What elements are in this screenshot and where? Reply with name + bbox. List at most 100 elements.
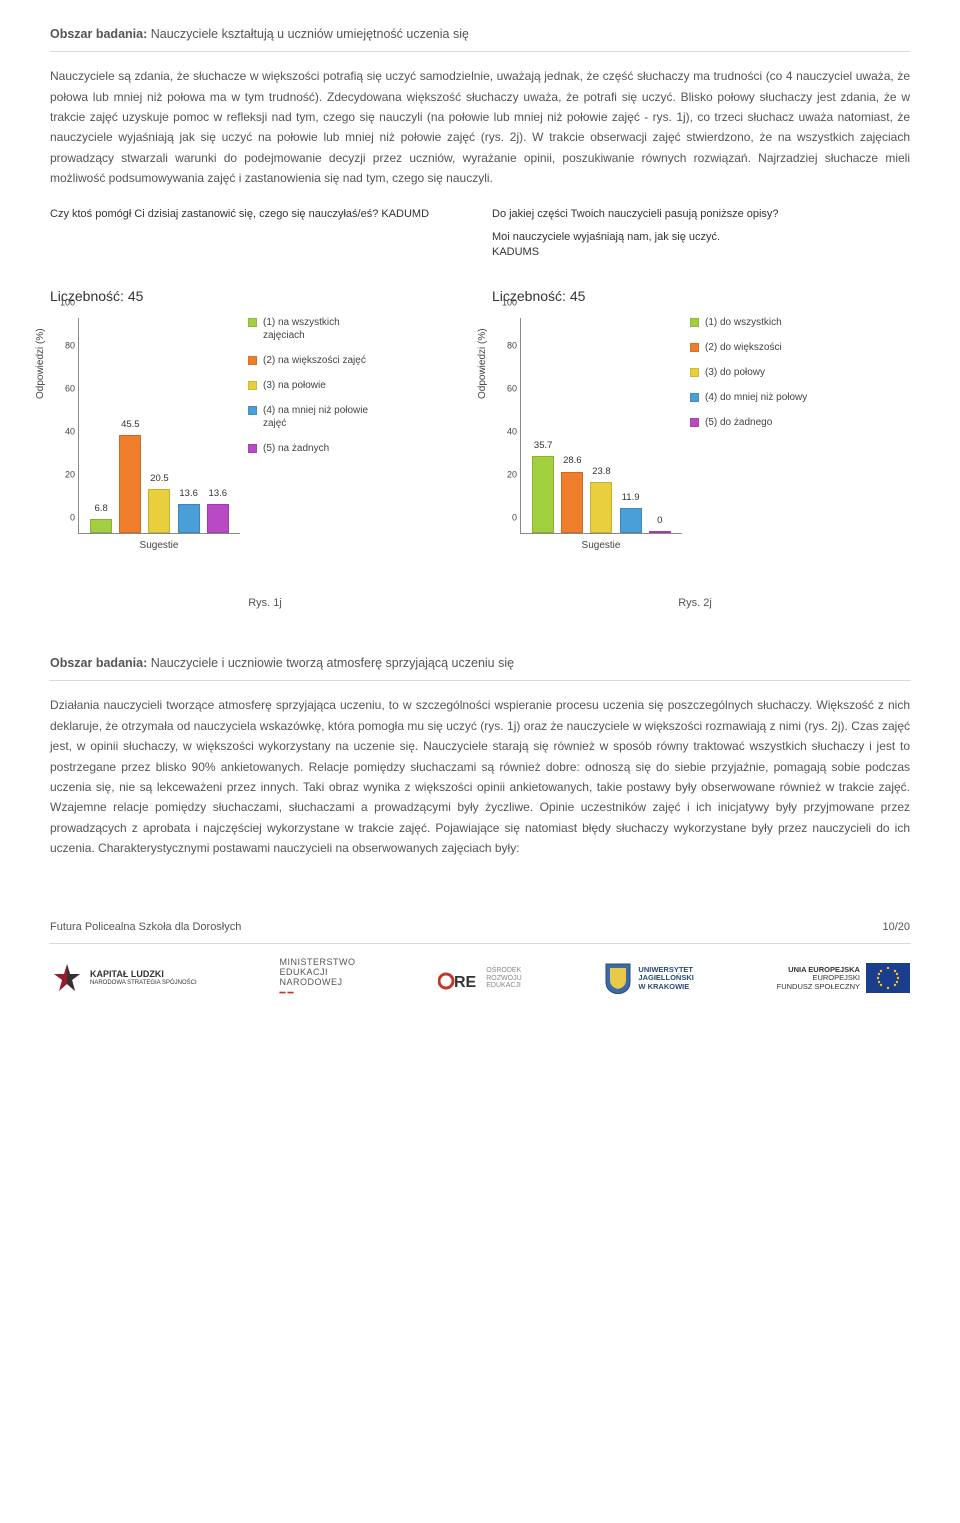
chart2-caption: Rys. 2j	[480, 594, 910, 613]
bar-value-label: 13.6	[179, 486, 198, 502]
bar: 35.7	[532, 438, 554, 533]
chart1-xlabel: Sugestie	[78, 537, 240, 554]
divider	[50, 680, 910, 681]
logo-uj: UNIWERSYTET JAGIELLOŃSKI W KRAKOWIE	[604, 962, 693, 994]
logo-strip: KAPITAŁ LUDZKI NARODOWA STRATEGIA SPÓJNO…	[50, 943, 910, 1019]
bar-rect	[561, 472, 583, 534]
svg-text:RE: RE	[454, 974, 477, 991]
legend-item: (1) na wszystkich zajęciach	[248, 316, 383, 342]
bar-value-label: 20.5	[150, 471, 169, 487]
logo4-line3: W KRAKOWIE	[638, 983, 693, 991]
legend-item: (3) do połowy	[690, 366, 807, 379]
chart1-count: Liczebność: 45	[50, 285, 468, 309]
legend-text: (5) do żadnego	[705, 416, 772, 429]
legend-swatch	[248, 318, 257, 327]
chart2-count: Liczebność: 45	[492, 285, 910, 309]
section1-text: Nauczyciele kształtują u uczniów umiejęt…	[151, 27, 469, 41]
y-tick: 20	[53, 467, 75, 482]
logo2-line3: NARODOWEJ	[279, 978, 355, 988]
legend-text: (4) na mniej niż połowie zajęć	[263, 404, 383, 430]
legend-swatch	[248, 406, 257, 415]
y-tick: 60	[495, 381, 517, 396]
bar-rect	[148, 489, 170, 533]
legend-swatch	[690, 343, 699, 352]
star-icon	[50, 961, 84, 995]
bar-rect	[620, 508, 642, 534]
legend-item: (2) na większości zajęć	[248, 354, 383, 367]
legend-swatch	[690, 318, 699, 327]
legend-item: (5) do żadnego	[690, 416, 807, 429]
chart2-ylabel: Odpowiedzi (%)	[474, 329, 491, 400]
captions-row: Rys. 1j Rys. 2j	[50, 594, 910, 613]
bar-value-label: 11.9	[622, 490, 640, 506]
bar-rect	[207, 504, 229, 533]
divider	[50, 51, 910, 52]
legend-text: (1) na wszystkich zajęciach	[263, 316, 383, 342]
chart2-legend: (1) do wszystkich (2) do większości (3) do…	[690, 316, 807, 441]
bar-value-label: 0	[657, 513, 662, 529]
bar-rect	[178, 504, 200, 533]
bar: 28.6	[561, 453, 583, 533]
bar-rect	[649, 531, 671, 533]
footer-left: Futura Policealna Szkoła dla Dorosłych	[50, 918, 241, 937]
eu-flag-icon	[866, 963, 910, 993]
chart2-q3: KADUMS	[492, 245, 910, 260]
legend-swatch	[248, 356, 257, 365]
y-tick: 0	[495, 510, 517, 525]
ore-icon: RE	[438, 963, 480, 993]
legend-item: (3) na połowie	[248, 379, 383, 392]
legend-swatch	[248, 381, 257, 390]
y-tick: 40	[495, 424, 517, 439]
legend-text: (5) na żadnych	[263, 442, 329, 455]
bar: 45.5	[119, 417, 141, 533]
y-tick: 80	[53, 338, 75, 353]
chart1-ylabel: Odpowiedzi (%)	[32, 329, 49, 400]
logo-kapital-ludzki: KAPITAŁ LUDZKI NARODOWA STRATEGIA SPÓJNO…	[50, 961, 197, 995]
legend-text: (4) do mniej niż połowy	[705, 391, 807, 404]
chart1-legend: (1) na wszystkich zajęciach (2) na większ…	[248, 316, 383, 467]
bar: 13.6	[207, 486, 229, 534]
bar-rect	[532, 456, 554, 533]
legend-item: (1) do wszystkich	[690, 316, 807, 329]
legend-swatch	[690, 393, 699, 402]
bar-value-label: 28.6	[563, 453, 582, 469]
chart2-q1: Do jakiej części Twoich nauczycieli pasu…	[492, 207, 910, 222]
y-tick: 40	[53, 424, 75, 439]
legend-swatch	[690, 418, 699, 427]
y-tick: 60	[53, 381, 75, 396]
bar-rect	[590, 482, 612, 533]
chart2-q2: Moi nauczyciele wyjaśniają nam, jak się …	[492, 230, 910, 245]
logo1-line2: NARODOWA STRATEGIA SPÓJNOŚCI	[90, 980, 197, 987]
legend-swatch	[690, 368, 699, 377]
page-footer: Futura Policealna Szkoła dla Dorosłych 1…	[50, 918, 910, 943]
legend-item: (2) do większości	[690, 341, 807, 354]
legend-text: (2) do większości	[705, 341, 782, 354]
shield-icon	[604, 962, 632, 994]
legend-item: (4) do mniej niż połowy	[690, 391, 807, 404]
chart2: Do jakiej części Twoich nauczycieli pasu…	[492, 207, 910, 565]
y-tick: 100	[53, 295, 75, 310]
y-tick: 20	[495, 467, 517, 482]
section1-body: Nauczyciele są zdania, że słuchacze w wi…	[50, 66, 910, 188]
chart1-plot: Odpowiedzi (%) 6.845.520.513.613.6 02040…	[50, 314, 240, 564]
bar-value-label: 35.7	[534, 438, 553, 454]
section2-title: Obszar badania: Nauczyciele i uczniowie …	[50, 653, 910, 674]
bar: 6.8	[90, 501, 112, 534]
chart1: Czy ktoś pomógł Ci dzisiaj zastanowić si…	[50, 207, 468, 565]
section2-body: Działania nauczycieli tworzące atmosferę…	[50, 695, 910, 858]
section1-prefix: Obszar badania:	[50, 27, 147, 41]
bar: 13.6	[178, 486, 200, 534]
bar-value-label: 6.8	[95, 501, 108, 517]
legend-item: (5) na żadnych	[248, 442, 383, 455]
chart2-question: Do jakiej części Twoich nauczycieli pasu…	[492, 207, 910, 277]
legend-item: (4) na mniej niż połowie zajęć	[248, 404, 383, 430]
charts-row: Czy ktoś pomógł Ci dzisiaj zastanowić si…	[50, 207, 910, 565]
section2-text: Nauczyciele i uczniowie tworzą atmosferę…	[151, 656, 514, 670]
legend-swatch	[248, 444, 257, 453]
chart1-caption: Rys. 1j	[50, 594, 480, 613]
section1-title: Obszar badania: Nauczyciele kształtują u…	[50, 24, 910, 45]
logo1-line1: KAPITAŁ LUDZKI	[90, 970, 197, 980]
y-tick: 80	[495, 338, 517, 353]
logo-ore: RE OŚRODEK ROZWOJU EDUKACJI	[438, 963, 521, 993]
logo3-line1: OŚRODEK	[486, 967, 521, 975]
